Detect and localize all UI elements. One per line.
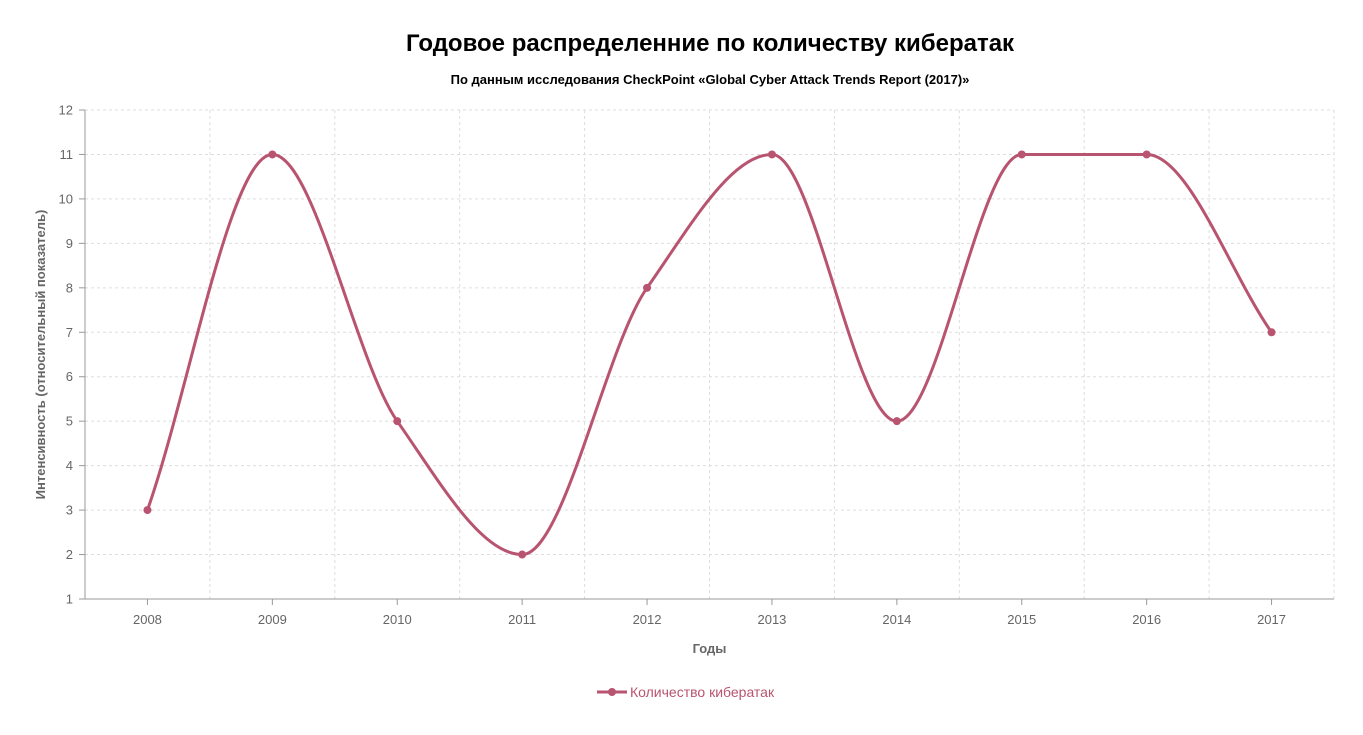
data-point[interactable] — [767, 150, 776, 159]
x-tick-label: 2016 — [1132, 612, 1161, 627]
y-tick-label: 1 — [66, 592, 73, 607]
y-tick-label: 4 — [66, 458, 73, 473]
x-tick-label: 2012 — [633, 612, 662, 627]
data-point[interactable] — [1017, 150, 1026, 159]
data-point[interactable] — [892, 417, 901, 426]
chart-subtitle: По данным исследования CheckPoint «Globa… — [450, 72, 970, 87]
y-tick-label: 7 — [66, 325, 73, 340]
legend-swatch-marker — [608, 688, 616, 696]
legend-label[interactable]: Количество кибератак — [630, 684, 775, 700]
y-tick-label: 6 — [66, 369, 73, 384]
grid — [85, 109, 1335, 599]
data-point[interactable] — [393, 417, 402, 426]
y-tick-label: 8 — [66, 280, 73, 295]
y-tick-label: 2 — [66, 547, 73, 562]
x-tick-label: 2014 — [882, 612, 911, 627]
axes — [79, 109, 1334, 605]
data-point[interactable] — [1267, 328, 1276, 337]
y-tick-label: 10 — [59, 191, 73, 206]
y-axis-title: Интенсивность (относительный показатель) — [33, 210, 48, 500]
legend[interactable]: Количество кибератак — [597, 684, 775, 700]
x-axis-title: Годы — [693, 641, 727, 656]
y-tick-label: 3 — [66, 503, 73, 518]
x-tick-labels: 2008 2009 2010 2011 2012 2013 2014 2015 2016 2017 — [133, 612, 1286, 627]
chart-title: Годовое распределенние по количеству киб… — [405, 30, 1015, 57]
data-point[interactable] — [1142, 150, 1151, 159]
data-point[interactable] — [518, 550, 527, 559]
y-tick-label: 9 — [66, 236, 73, 251]
x-tick-label: 2010 — [383, 612, 412, 627]
x-tick-label: 2015 — [1007, 612, 1036, 627]
data-point[interactable] — [268, 150, 277, 159]
x-tick-label: 2017 — [1257, 612, 1286, 627]
y-tick-label: 11 — [60, 147, 74, 162]
x-tick-label: 2009 — [258, 612, 287, 627]
data-point[interactable] — [643, 283, 652, 292]
x-tick-label: 2008 — [133, 612, 162, 627]
x-tick-label: 2013 — [757, 612, 786, 627]
x-tick-label: 2011 — [508, 612, 536, 627]
y-tick-label: 12 — [59, 103, 73, 118]
series — [143, 150, 1276, 559]
y-tick-label: 5 — [66, 414, 73, 429]
series-line — [145, 152, 1274, 557]
data-point[interactable] — [143, 506, 152, 515]
